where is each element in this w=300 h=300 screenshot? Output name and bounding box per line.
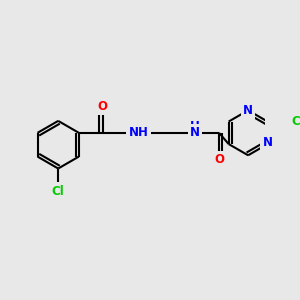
- Text: O: O: [98, 100, 108, 113]
- Text: N: N: [262, 136, 273, 149]
- Text: N: N: [190, 126, 200, 139]
- Text: H: H: [190, 120, 200, 133]
- Text: Cl: Cl: [52, 184, 64, 197]
- Text: O: O: [214, 153, 224, 166]
- Text: N: N: [243, 104, 253, 117]
- Text: NH: NH: [129, 126, 149, 139]
- Text: Cl: Cl: [291, 115, 300, 128]
